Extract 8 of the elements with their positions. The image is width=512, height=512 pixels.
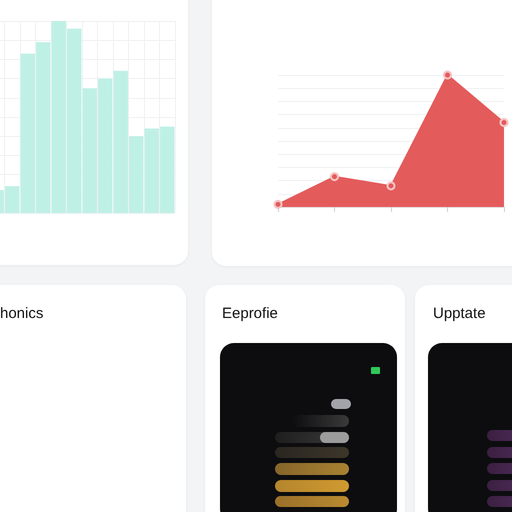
text: Upptate	[433, 305, 486, 323]
text: Eeprofie	[222, 305, 278, 323]
point	[443, 70, 452, 80]
point	[274, 200, 282, 209]
point	[386, 181, 396, 190]
text: honics	[0, 305, 44, 323]
point	[500, 118, 508, 128]
point	[330, 172, 339, 182]
